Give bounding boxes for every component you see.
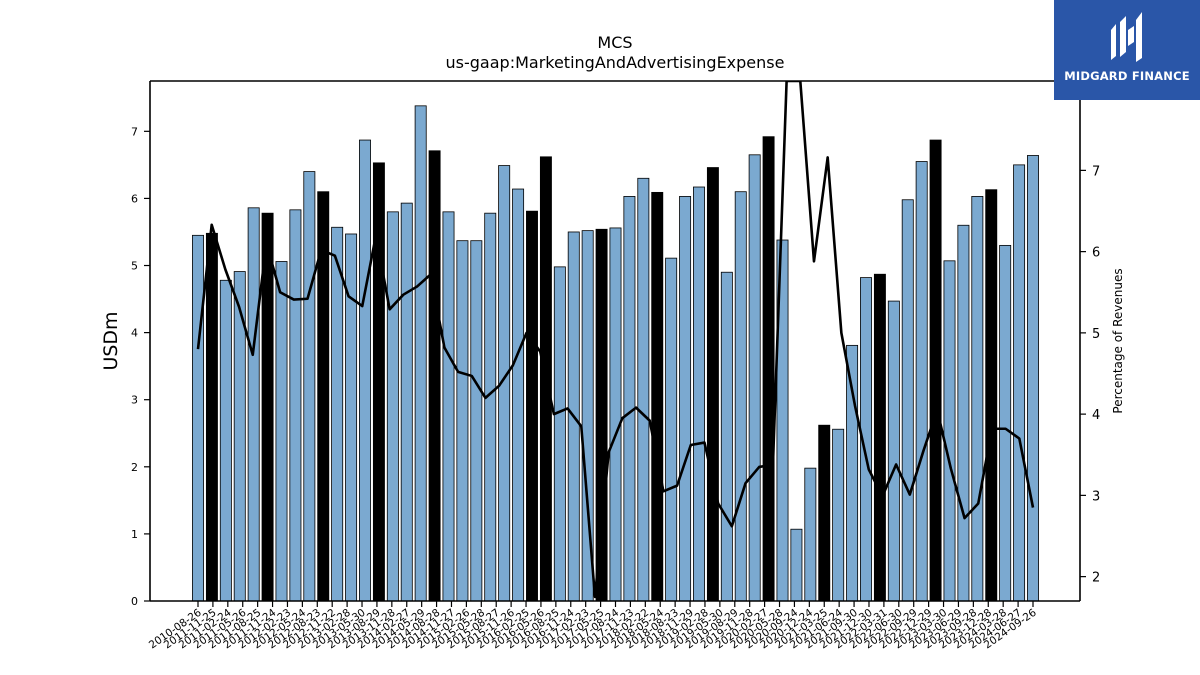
bar [706, 167, 719, 602]
bar [665, 257, 678, 602]
bar [247, 207, 260, 602]
bar [1027, 155, 1039, 602]
bar [929, 139, 942, 602]
bar [957, 224, 970, 602]
logo: MIDGARD FINANCE [1054, 0, 1200, 100]
y-tick-label: 1 [131, 528, 138, 541]
bar [748, 154, 761, 602]
bar [720, 271, 733, 602]
y2-tick-label: 3 [1092, 489, 1100, 504]
bar [372, 162, 385, 602]
bar [651, 191, 664, 602]
y2-tick-label: 4 [1092, 408, 1100, 423]
bar-series [192, 105, 1039, 602]
bar [414, 105, 427, 602]
bar [999, 244, 1012, 602]
bar [887, 300, 900, 602]
bar [595, 228, 608, 602]
bar [400, 202, 413, 602]
bar [762, 136, 775, 602]
y-tick-label: 4 [131, 327, 138, 340]
bar [484, 212, 497, 602]
bar [637, 177, 650, 602]
y2-axis-label: Percentage of Revenues [1111, 268, 1125, 413]
y-tick-label: 5 [131, 260, 138, 273]
y-tick-label: 3 [131, 394, 138, 407]
y-tick-label: 2 [131, 461, 138, 474]
logo-icon [1111, 12, 1142, 62]
bar [470, 240, 483, 602]
y2-tick-label: 5 [1092, 327, 1100, 342]
bar [832, 428, 845, 602]
bar [679, 196, 692, 602]
bar [985, 189, 998, 602]
y-tick-label: 6 [131, 192, 138, 205]
bar [609, 227, 622, 602]
bar [873, 273, 886, 602]
bar [303, 171, 316, 602]
bar [512, 188, 525, 602]
logo-text: MIDGARD FINANCE [1064, 69, 1190, 83]
bar [205, 232, 218, 602]
y-tick-label: 7 [131, 125, 138, 138]
bar [790, 528, 803, 602]
bar [553, 266, 566, 602]
bar [275, 261, 288, 602]
bar [971, 196, 984, 602]
bar [219, 279, 232, 602]
bar [289, 209, 302, 602]
y2-tick-label: 7 [1092, 164, 1100, 179]
y-axis-label: USDm [100, 311, 122, 370]
y-tick-label: 0 [131, 595, 138, 608]
bar [734, 191, 747, 602]
bar [623, 196, 636, 602]
bar [1013, 164, 1026, 602]
bar [192, 234, 204, 602]
bar [901, 199, 914, 602]
chart-title: MCS [597, 33, 632, 52]
bar [456, 240, 469, 602]
bar [442, 211, 455, 602]
bar [331, 226, 344, 602]
bar [359, 139, 371, 602]
y2-tick-label: 2 [1092, 571, 1100, 586]
bar [386, 211, 399, 602]
bar [428, 150, 441, 602]
bar [818, 424, 831, 602]
axes: 012345672345672010-08-262011-11-252011-0… [131, 80, 1100, 651]
revenue-percentage-line [196, 81, 1035, 599]
chart-subtitle: us-gaap:MarketingAndAdvertisingExpense [446, 53, 785, 72]
line-series [196, 81, 1035, 599]
bar [915, 161, 928, 602]
y2-tick-label: 6 [1092, 246, 1100, 261]
bar [943, 260, 956, 602]
bar [526, 210, 538, 602]
bar [804, 467, 817, 602]
bar [693, 186, 705, 602]
